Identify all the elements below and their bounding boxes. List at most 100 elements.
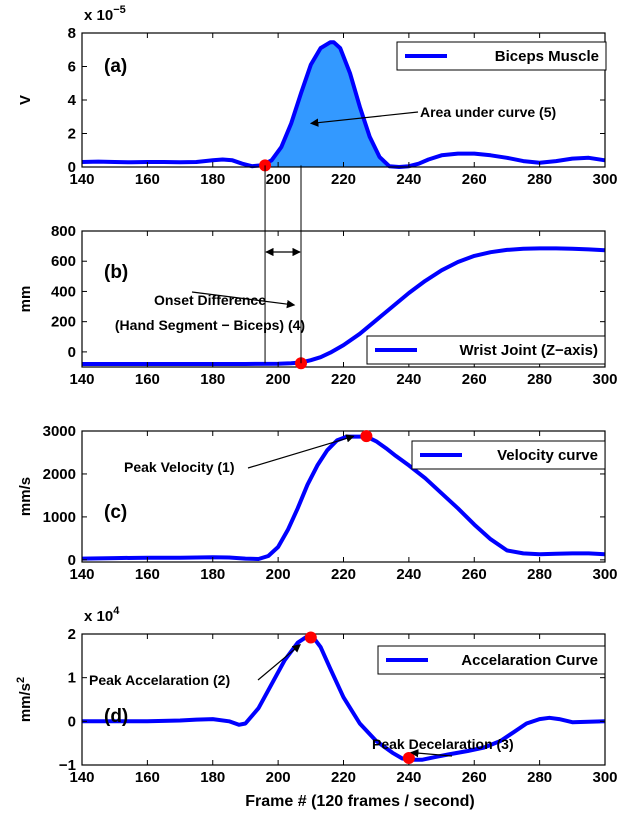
y-tick-label: 0 <box>68 713 76 730</box>
series-line-a-0 <box>81 40 606 169</box>
x-tick-label: 160 <box>135 566 160 583</box>
x-tick-label: 140 <box>69 769 94 786</box>
y-tick-label: 400 <box>51 283 76 300</box>
panel-label: (c) <box>104 502 127 523</box>
panel-c: 140 160 180 200 220 240 260 280 3000100020003000… <box>17 423 618 583</box>
legend: Biceps Muscle <box>396 41 607 71</box>
legend-label: Wrist Joint (Z−axis) <box>459 342 598 359</box>
axis-exponent: x 10−5 <box>84 4 126 24</box>
shaded-area <box>265 42 396 167</box>
x-tick-label: 240 <box>396 769 421 786</box>
series-line-b-0 <box>82 246 606 366</box>
legend: Wrist Joint (Z−axis) <box>366 335 606 365</box>
annotation-label: (Hand Segment − Biceps) (4) <box>115 317 305 333</box>
y-tick-label: −1 <box>59 757 76 774</box>
y-tick-label: 8 <box>68 25 76 42</box>
annotation-arrow <box>309 111 419 127</box>
x-tick-label: 180 <box>200 371 225 388</box>
x-tick-label: 300 <box>592 769 617 786</box>
annotation-arrow <box>191 291 296 309</box>
panel-label: (d) <box>104 706 128 727</box>
x-tick-label: 240 <box>396 171 421 188</box>
annotation-arrow <box>410 748 453 758</box>
panel-label: (b) <box>104 262 128 283</box>
x-tick-label: 140 <box>69 566 94 583</box>
x-tick-label: 220 <box>331 769 356 786</box>
x-tick-label: 280 <box>527 171 552 188</box>
x-tick-label: 220 <box>331 171 356 188</box>
legend: Accelaration Curve <box>377 645 606 675</box>
x-tick-label: 180 <box>200 566 225 583</box>
y-tick-label: 6 <box>68 59 76 76</box>
y-tick-label: 0 <box>68 159 76 176</box>
x-tick-label: 260 <box>462 769 487 786</box>
y-tick-label: 600 <box>51 253 76 270</box>
x-tick-label: 260 <box>462 371 487 388</box>
x-tick-label: 280 <box>527 371 552 388</box>
x-tick-label: 180 <box>200 171 225 188</box>
x-tick-label: 180 <box>200 769 225 786</box>
y-tick-label: 0 <box>68 344 76 361</box>
x-tick-label: 200 <box>266 566 291 583</box>
annotation-arrow <box>247 434 355 469</box>
y-tick-label: 4 <box>68 92 77 109</box>
x-tick-label: 260 <box>462 171 487 188</box>
annotation-label: Onset Difference <box>154 292 266 308</box>
y-tick-label: 1000 <box>43 509 76 526</box>
marker-point <box>304 631 317 644</box>
x-tick-label: 300 <box>592 371 617 388</box>
x-tick-label: 160 <box>135 171 160 188</box>
marker-point <box>360 430 373 443</box>
y-axis-label: V <box>17 95 34 105</box>
legend-label: Accelaration Curve <box>461 652 598 669</box>
y-tick-label: 1 <box>68 670 76 687</box>
legend-label: Biceps Muscle <box>495 48 599 65</box>
x-tick-label: 280 <box>527 566 552 583</box>
annotation-label: Peak Accelaration (2) <box>89 672 230 688</box>
annotation-label: Peak Velocity (1) <box>124 459 235 475</box>
x-tick-label: 220 <box>331 371 356 388</box>
axis-exponent: x 104 <box>84 605 120 625</box>
x-tick-label: 240 <box>396 566 421 583</box>
y-tick-label: 3000 <box>43 423 76 440</box>
panel-b: 140 160 180 200 220 240 260 280 300 0 200 400 600 800… <box>17 223 618 388</box>
panel-d: 140 160 180 200 220 240 260 280 300 −1 0 1 2 mm/s2 x 1… <box>15 605 618 786</box>
y-tick-label: 2 <box>68 626 76 643</box>
x-tick-label: 300 <box>592 171 617 188</box>
marker-point <box>402 752 415 765</box>
x-tick-label: 160 <box>135 769 160 786</box>
x-tick-label: 260 <box>462 566 487 583</box>
y-tick-label: 2000 <box>43 466 76 483</box>
x-tick-label: 140 <box>69 371 94 388</box>
legend-label: Velocity curve <box>497 447 598 464</box>
panel-a: 140 160 180 200 220 240 260 280 300 0 2 4 6 8 Vx 10−5 (… <box>17 4 618 188</box>
annotation-arrow <box>257 644 301 681</box>
annotation-label: Area under curve (5) <box>420 104 556 120</box>
y-tick-label: 0 <box>68 552 76 569</box>
panel-label: (a) <box>104 56 127 77</box>
x-tick-label: 300 <box>592 566 617 583</box>
y-axis-label: mm/s <box>17 477 34 516</box>
x-tick-label: 140 <box>69 171 94 188</box>
x-tick-label: 280 <box>527 769 552 786</box>
series-line-c-0 <box>81 434 606 561</box>
y-tick-label: 200 <box>51 314 76 331</box>
y-axis-label: mm/s2 <box>15 677 34 722</box>
series-line-d-0 <box>82 634 606 762</box>
x-tick-label: 160 <box>135 371 160 388</box>
y-tick-label: 800 <box>51 223 76 240</box>
x-tick-label: 200 <box>266 371 291 388</box>
x-tick-label: 240 <box>396 371 421 388</box>
x-tick-label: 200 <box>266 769 291 786</box>
y-axis-label: mm <box>17 286 34 313</box>
y-tick-label: 2 <box>68 126 76 143</box>
x-tick-label: 220 <box>331 566 356 583</box>
legend: Velocity curve <box>411 440 606 470</box>
legend-box <box>377 645 606 675</box>
annotation-arrows <box>191 111 453 758</box>
annotation-label: Peak Decelaration (3) <box>372 736 514 752</box>
x-axis-label: Frame # (120 frames / second) <box>245 793 474 810</box>
x-tick-label: 200 <box>266 171 291 188</box>
